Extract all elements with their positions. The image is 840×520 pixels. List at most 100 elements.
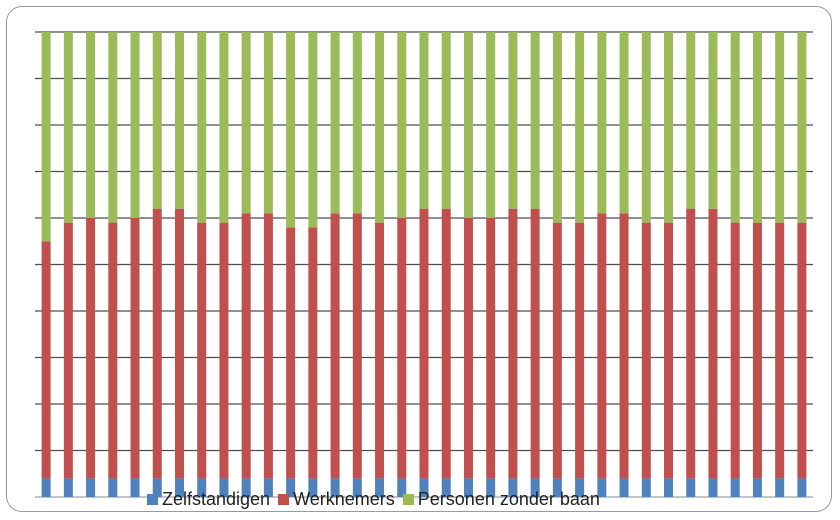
bar-zelfstandigen-12	[286, 478, 296, 497]
bar-zelfstandigen-9	[219, 478, 229, 497]
bar-werknemers-10	[241, 213, 251, 479]
bar-werknemers-35	[797, 222, 807, 479]
bar-personen-zonder-baan-28	[641, 32, 651, 223]
bar-personen-zonder-baan-26	[597, 32, 607, 214]
bar-werknemers-3	[86, 218, 96, 479]
bar-zelfstandigen-7	[174, 478, 184, 497]
bar-zelfstandigen-17	[397, 478, 407, 497]
bar-zelfstandigen-19	[441, 478, 451, 497]
bar-personen-zonder-baan-3	[86, 32, 96, 218]
bar-werknemers-2	[63, 222, 73, 479]
bar-personen-zonder-baan-17	[397, 32, 407, 218]
bar-zelfstandigen-31	[708, 478, 718, 497]
bar-personen-zonder-baan-23	[530, 32, 540, 209]
bar-personen-zonder-baan-14	[330, 32, 340, 214]
bar-personen-zonder-baan-32	[730, 32, 740, 223]
bar-personen-zonder-baan-4	[108, 32, 118, 223]
bar-werknemers-14	[330, 213, 340, 479]
bar-zelfstandigen-33	[752, 478, 762, 497]
bar-zelfstandigen-1	[41, 478, 51, 497]
bar-zelfstandigen-16	[375, 478, 385, 497]
bar-personen-zonder-baan-27	[619, 32, 629, 214]
bar-werknemers-12	[286, 227, 296, 479]
bar-personen-zonder-baan-5	[130, 32, 140, 218]
bar-werknemers-23	[530, 208, 540, 479]
bar-personen-zonder-baan-34	[775, 32, 785, 223]
bar-zelfstandigen-30	[686, 478, 696, 497]
bar-zelfstandigen-3	[86, 478, 96, 497]
bar-personen-zonder-baan-7	[174, 32, 184, 209]
bar-werknemers-24	[552, 222, 562, 479]
bar-personen-zonder-baan-13	[308, 32, 318, 228]
legend-entry-werknemers[interactable]: Werknemers	[278, 489, 395, 510]
legend-label-zelfstandigen: Zelfstandigen	[162, 488, 271, 509]
legend-label-werknemers: Werknemers	[293, 488, 395, 509]
bar-zelfstandigen-21	[486, 478, 496, 497]
legend: Zelfstandigen Werknemers Personen zonder…	[147, 485, 600, 513]
bar-zelfstandigen-35	[797, 478, 807, 497]
bar-werknemers-9	[219, 222, 229, 479]
bar-werknemers-20	[463, 218, 473, 479]
bar-werknemers-7	[174, 208, 184, 479]
bar-werknemers-31	[708, 208, 718, 479]
bar-personen-zonder-baan-33	[752, 32, 762, 223]
bar-zelfstandigen-26	[597, 478, 607, 497]
bar-werknemers-16	[375, 222, 385, 479]
bar-personen-zonder-baan-18	[419, 32, 429, 209]
bar-werknemers-6	[152, 208, 162, 479]
bar-personen-zonder-baan-10	[241, 32, 251, 214]
bar-werknemers-33	[752, 222, 762, 479]
stacked-bar-chart	[35, 31, 813, 498]
bar-personen-zonder-baan-6	[152, 32, 162, 209]
bar-werknemers-15	[352, 213, 362, 479]
chart-frame: Zelfstandigen Werknemers Personen zonder…	[6, 6, 832, 512]
bar-werknemers-1	[41, 241, 51, 479]
legend-label-personen-zonder-baan: Personen zonder baan	[417, 488, 600, 509]
bar-werknemers-28	[641, 222, 651, 479]
bar-werknemers-19	[441, 208, 451, 479]
bar-zelfstandigen-5	[130, 478, 140, 497]
bar-zelfstandigen-10	[241, 478, 251, 497]
bar-zelfstandigen-11	[263, 478, 273, 497]
bar-werknemers-25	[575, 222, 585, 479]
bar-personen-zonder-baan-31	[708, 32, 718, 209]
bar-zelfstandigen-15	[352, 478, 362, 497]
bar-zelfstandigen-2	[63, 478, 73, 497]
bar-zelfstandigen-23	[530, 478, 540, 497]
bar-personen-zonder-baan-11	[263, 32, 273, 214]
bar-personen-zonder-baan-35	[797, 32, 807, 223]
bar-zelfstandigen-20	[463, 478, 473, 497]
bar-zelfstandigen-28	[641, 478, 651, 497]
bar-zelfstandigen-24	[552, 478, 562, 497]
legend-swatch-personen-zonder-baan	[402, 493, 414, 505]
bar-zelfstandigen-29	[664, 478, 674, 497]
bar-personen-zonder-baan-24	[552, 32, 562, 223]
bar-werknemers-26	[597, 213, 607, 479]
bar-werknemers-22	[508, 208, 518, 479]
bar-werknemers-5	[130, 218, 140, 479]
legend-swatch-werknemers	[278, 493, 290, 505]
bar-zelfstandigen-25	[575, 478, 585, 497]
bar-personen-zonder-baan-19	[441, 32, 451, 209]
bar-werknemers-32	[730, 222, 740, 479]
bar-personen-zonder-baan-2	[63, 32, 73, 223]
bar-werknemers-11	[263, 213, 273, 479]
bar-werknemers-30	[686, 208, 696, 479]
bar-werknemers-4	[108, 222, 118, 479]
legend-entry-zelfstandigen[interactable]: Zelfstandigen	[147, 489, 270, 510]
bar-werknemers-18	[419, 208, 429, 479]
bar-werknemers-17	[397, 218, 407, 479]
bar-zelfstandigen-27	[619, 478, 629, 497]
bar-zelfstandigen-14	[330, 478, 340, 497]
legend-swatch-zelfstandigen	[147, 493, 158, 505]
bar-personen-zonder-baan-30	[686, 32, 696, 209]
bar-werknemers-21	[486, 218, 496, 479]
bar-personen-zonder-baan-21	[486, 32, 496, 218]
bar-group	[41, 32, 807, 497]
bar-personen-zonder-baan-15	[352, 32, 362, 214]
bar-werknemers-27	[619, 213, 629, 479]
bar-zelfstandigen-13	[308, 478, 318, 497]
bar-zelfstandigen-8	[197, 478, 207, 497]
bar-zelfstandigen-18	[419, 478, 429, 497]
legend-entry-personen-zonder-baan[interactable]: Personen zonder baan	[402, 488, 600, 510]
